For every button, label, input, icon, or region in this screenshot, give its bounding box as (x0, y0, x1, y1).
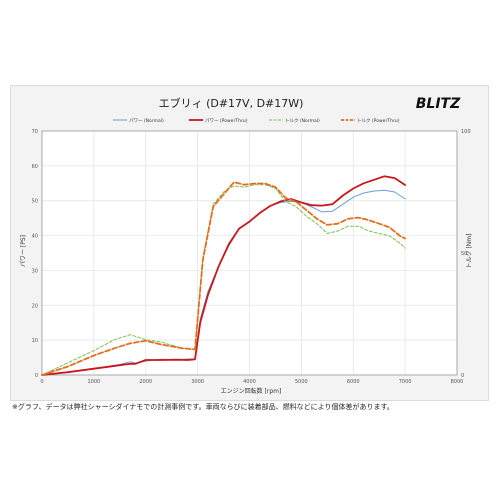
x-tick-label: 8000 (451, 379, 464, 385)
x-tick-label: 7000 (399, 379, 412, 385)
x-tick-label: 5000 (295, 379, 308, 385)
legend-label: パワー (Normal) (129, 118, 164, 124)
y-left-tick-label: 40 (32, 234, 38, 240)
y-left-tick-label: 20 (32, 303, 38, 309)
x-tick-label: 4000 (243, 379, 256, 385)
y-axis-left-label: パワー [PS] (20, 235, 27, 267)
legend-label: トルク (PowerThru) (357, 118, 400, 124)
y-axis-right-label: トルク [Nm] (466, 234, 473, 269)
y-right-tick-label: 0 (461, 373, 464, 379)
chart-card: エブリィ (D#17V, D#17W) BLITZ パワー (Normal) パワ… (10, 85, 489, 401)
x-tick-label: 3000 (191, 379, 204, 385)
y-left-tick-label: 0 (35, 373, 38, 379)
y-left-tick-label: 50 (32, 199, 38, 205)
x-tick-label: 0 (40, 379, 43, 385)
y-left-tick-label: 60 (32, 164, 38, 170)
series-group (41, 175, 406, 376)
brand-logo: BLITZ (416, 96, 461, 112)
legend-label: パワー (PowerThru) (205, 118, 248, 124)
series-line (41, 184, 406, 376)
series-line (41, 175, 406, 376)
x-tick-label: 6000 (347, 379, 360, 385)
series-line (41, 181, 406, 376)
chart-title: エブリィ (D#17V, D#17W) (159, 96, 304, 110)
chart-svg: エブリィ (D#17V, D#17W) BLITZ パワー (Normal) パワ… (20, 96, 473, 395)
y-left-tick-label: 70 (32, 129, 38, 135)
plot-frame (41, 130, 458, 376)
x-tick-label: 2000 (139, 379, 152, 385)
axes: 0 1000 2000 3000 4000 5000 6000 7000 80000102030… (32, 129, 471, 385)
footnote: ※グラフ、データは弊社シャーシダイナモでの計測事例です。車両ならびに装着部品、燃… (12, 403, 394, 411)
y-left-tick-label: 30 (32, 268, 38, 274)
y-left-tick-label: 10 (32, 338, 38, 344)
y-right-tick-label: 50 (461, 251, 467, 257)
x-axis-label: エンジン回転数 [rpm] (221, 387, 282, 395)
legend-label: トルク (Normal) (285, 118, 320, 124)
grid (41, 130, 458, 376)
y-right-tick-label: 100 (461, 129, 471, 135)
x-tick-label: 1000 (88, 379, 101, 385)
legend: パワー (Normal) パワー (PowerThru) トルク (Normal) ト… (113, 118, 400, 124)
